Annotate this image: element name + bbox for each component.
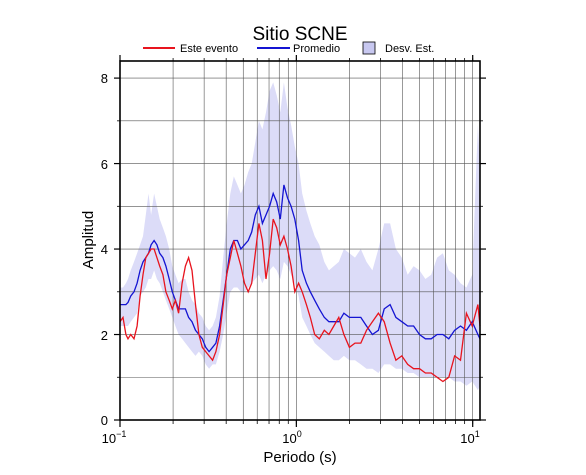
plot-frame bbox=[119, 60, 481, 421]
legend: Este evento Promedio Desv. Est. bbox=[143, 41, 434, 55]
y-axis-title: Amplitud bbox=[80, 211, 97, 269]
x-axis-title: Periodo (s) bbox=[263, 449, 336, 466]
legend-label-std: Desv. Est. bbox=[385, 43, 434, 55]
series-line-este-evento bbox=[119, 218, 481, 383]
y-tick-label: 4 bbox=[101, 242, 108, 257]
std-band bbox=[120, 82, 480, 391]
x-tick-label: 100 bbox=[282, 429, 301, 446]
x-tick-label: 10−1 bbox=[102, 429, 127, 446]
legend-label-event: Este evento bbox=[180, 43, 238, 55]
plot-area bbox=[114, 55, 486, 427]
x-axis: 10−1 100 101 Periodo (s) bbox=[102, 429, 480, 466]
legend-swatch-std bbox=[362, 41, 376, 55]
legend-label-mean: Promedio bbox=[293, 43, 340, 55]
y-tick-label: 8 bbox=[101, 71, 108, 86]
x-tick-label: 101 bbox=[460, 429, 479, 446]
series-line-promedio bbox=[120, 184, 481, 353]
grid bbox=[120, 61, 480, 420]
y-axis: 0 2 4 6 8 Amplitud bbox=[80, 71, 108, 428]
y-tick-label: 2 bbox=[101, 328, 108, 343]
axis-ticks bbox=[114, 55, 486, 427]
chart-title: Sitio SCNE bbox=[252, 24, 347, 45]
y-tick-label: 6 bbox=[101, 157, 108, 172]
y-tick-label: 0 bbox=[101, 413, 108, 428]
